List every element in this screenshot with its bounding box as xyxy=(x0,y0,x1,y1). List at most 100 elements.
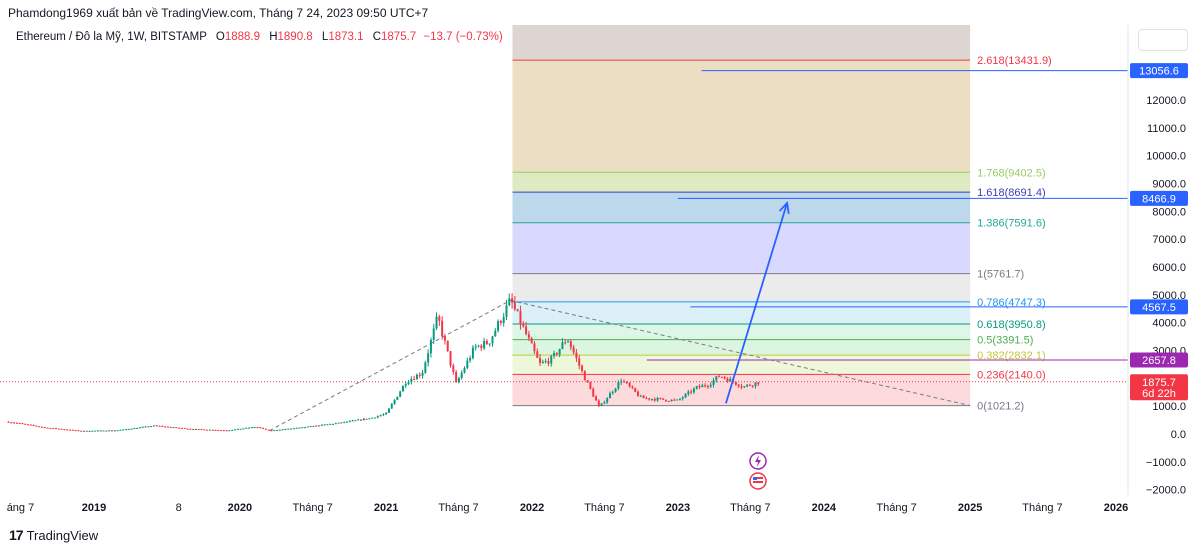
candle-body xyxy=(250,427,253,429)
price-axis[interactable]: 12000.0 11000.0 10000.0 9000.0 8000.0 7000.0 6… xyxy=(1146,95,1186,497)
candle-body xyxy=(491,336,494,344)
candle-body xyxy=(653,398,656,401)
candle-body xyxy=(385,412,388,415)
candle-body xyxy=(497,321,500,331)
candle-body xyxy=(659,398,662,400)
candle-body xyxy=(712,380,715,385)
candle-body xyxy=(715,376,718,381)
candle-body xyxy=(186,428,189,430)
candle-body xyxy=(435,316,438,329)
candle-body xyxy=(242,428,245,430)
candle-body xyxy=(304,427,307,429)
candle-body xyxy=(231,429,234,431)
candle-body xyxy=(718,376,721,378)
candle-body xyxy=(505,305,508,317)
candle-body xyxy=(390,403,393,409)
time-axis[interactable]: áng 7 2019 8 2020 Tháng 7 2021 Tháng 7 2022 Thán… xyxy=(7,502,1129,514)
candle-body xyxy=(664,399,667,402)
time-tick-label: Tháng 7 xyxy=(292,502,332,514)
candle-body xyxy=(141,426,144,428)
candle-body xyxy=(418,374,421,376)
price-badge xyxy=(1130,352,1188,368)
symbol-name[interactable]: Ethereum / Đô la Mỹ, 1W, BITSTAMP xyxy=(16,31,207,43)
dashed-trend-line xyxy=(510,299,971,407)
candle-body xyxy=(203,429,206,431)
time-tick-label: 2025 xyxy=(958,502,982,514)
candle-body xyxy=(746,384,749,387)
price-badge xyxy=(1130,299,1188,315)
candle-body xyxy=(550,356,553,364)
candle-body xyxy=(323,424,326,426)
candle-body xyxy=(183,428,186,430)
price-tick-label: 12000.0 xyxy=(1146,95,1186,107)
open-label: O xyxy=(215,31,225,43)
candle-body xyxy=(206,429,209,431)
candle-body xyxy=(49,428,52,430)
tradingview-brand[interactable]: 17 TradingView xyxy=(9,527,98,543)
candle-body xyxy=(278,429,281,431)
price-tick-label: 8000.0 xyxy=(1152,206,1186,218)
candle-body xyxy=(692,388,695,393)
scale-options-button[interactable] xyxy=(1138,29,1188,51)
candle-body xyxy=(102,430,105,432)
candle-body xyxy=(169,427,172,429)
candle-body xyxy=(27,424,30,426)
fib-level-label: 2.618(13431.9) xyxy=(977,55,1052,67)
candle-body xyxy=(220,430,223,432)
candle-body xyxy=(706,386,709,388)
candle-body xyxy=(52,428,55,430)
candle-body xyxy=(471,347,474,359)
candle-body xyxy=(670,399,673,402)
publisher-line: Phamdong1969 xuất bản về TradingView.com… xyxy=(8,6,429,20)
candle-body xyxy=(253,427,256,429)
candle-body xyxy=(541,361,544,363)
candle-body xyxy=(309,426,312,428)
candle-body xyxy=(460,372,463,379)
candle-body xyxy=(720,376,723,378)
candle-body xyxy=(589,382,592,389)
low-value: 1873.1 xyxy=(328,31,364,43)
candle-body xyxy=(457,378,460,383)
price-tick-label: 11000.0 xyxy=(1147,123,1186,135)
candle-body xyxy=(614,388,617,392)
fib-band xyxy=(512,222,971,274)
arrow-shaft xyxy=(725,202,788,404)
candle-body xyxy=(359,419,362,421)
candle-body xyxy=(343,421,346,423)
price-badge-label: 8466.9 xyxy=(1142,193,1176,205)
candle-body xyxy=(656,398,659,401)
candle-body xyxy=(136,428,139,430)
candle-body xyxy=(357,419,360,421)
candle-body xyxy=(595,396,598,401)
candle-body xyxy=(144,426,147,428)
time-tick-label: 2026 xyxy=(1104,502,1128,514)
candle-body xyxy=(740,386,743,388)
candle-body xyxy=(21,423,24,425)
candle-body xyxy=(446,340,449,352)
candle-body xyxy=(678,398,681,400)
candle-body xyxy=(698,386,701,388)
candle-body xyxy=(709,384,712,387)
candle-body xyxy=(474,346,477,348)
price-badge-label: 4567.5 xyxy=(1142,302,1176,314)
candle-body xyxy=(337,422,340,424)
fib-band xyxy=(512,324,971,340)
price-tick-label: −1000.0 xyxy=(1146,457,1186,469)
time-tick-label: 2024 xyxy=(812,502,837,514)
fib-band xyxy=(512,192,971,223)
candle-body xyxy=(320,424,323,426)
high-label: H xyxy=(269,31,278,43)
event-icons[interactable] xyxy=(749,452,767,490)
candle-body xyxy=(466,360,469,369)
fib-band xyxy=(512,172,971,193)
candle-body xyxy=(180,427,183,429)
candle-body xyxy=(298,427,301,429)
close-value: 1875.7 xyxy=(381,31,417,43)
candle-body xyxy=(427,353,430,363)
fib-level-label: 1.768(9402.5) xyxy=(977,167,1046,179)
candle-body xyxy=(620,381,623,383)
candle-body xyxy=(96,430,99,432)
fib-band xyxy=(512,60,971,173)
candle-body xyxy=(334,423,337,425)
